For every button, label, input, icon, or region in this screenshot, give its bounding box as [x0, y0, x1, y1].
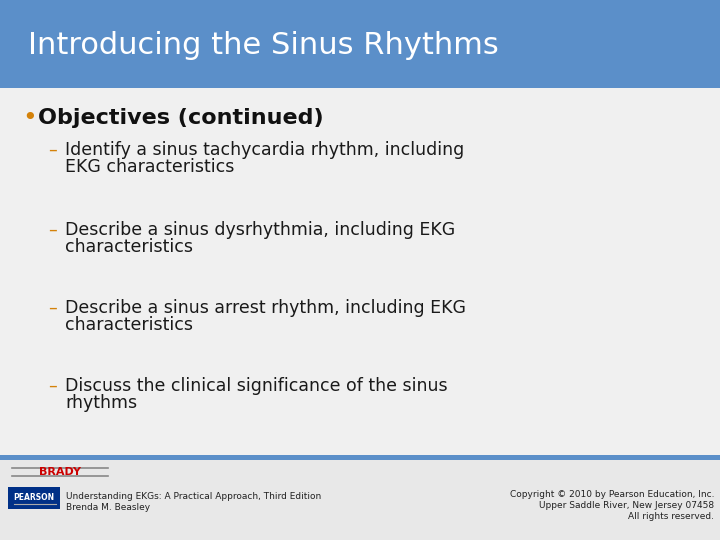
Text: BRADY: BRADY	[39, 467, 81, 477]
Text: Brenda M. Beasley: Brenda M. Beasley	[66, 503, 150, 512]
Text: Describe a sinus arrest rhythm, including EKG: Describe a sinus arrest rhythm, includin…	[65, 299, 466, 317]
Text: –: –	[48, 299, 57, 317]
Text: characteristics: characteristics	[65, 238, 193, 256]
Text: EKG characteristics: EKG characteristics	[65, 158, 235, 176]
Text: Introducing the Sinus Rhythms: Introducing the Sinus Rhythms	[28, 31, 499, 60]
Text: All rights reserved.: All rights reserved.	[628, 512, 714, 521]
Text: Discuss the clinical significance of the sinus: Discuss the clinical significance of the…	[65, 377, 448, 395]
Text: characteristics: characteristics	[65, 316, 193, 334]
Text: rhythms: rhythms	[65, 394, 137, 412]
Text: –: –	[48, 141, 57, 159]
Text: Describe a sinus dysrhythmia, including EKG: Describe a sinus dysrhythmia, including …	[65, 221, 455, 239]
Text: –: –	[48, 377, 57, 395]
Text: •: •	[22, 106, 37, 130]
FancyBboxPatch shape	[0, 455, 720, 460]
Text: Upper Saddle River, New Jersey 07458: Upper Saddle River, New Jersey 07458	[539, 501, 714, 510]
FancyBboxPatch shape	[0, 455, 720, 540]
Text: Identify a sinus tachycardia rhythm, including: Identify a sinus tachycardia rhythm, inc…	[65, 141, 464, 159]
Text: PEARSON: PEARSON	[14, 494, 55, 503]
Text: Objectives (continued): Objectives (continued)	[38, 108, 323, 128]
Text: Copyright © 2010 by Pearson Education, Inc.: Copyright © 2010 by Pearson Education, I…	[510, 490, 714, 499]
Text: Understanding EKGs: A Practical Approach, Third Edition: Understanding EKGs: A Practical Approach…	[66, 492, 321, 501]
FancyBboxPatch shape	[8, 487, 60, 509]
Text: –: –	[48, 221, 57, 239]
FancyBboxPatch shape	[0, 0, 720, 88]
